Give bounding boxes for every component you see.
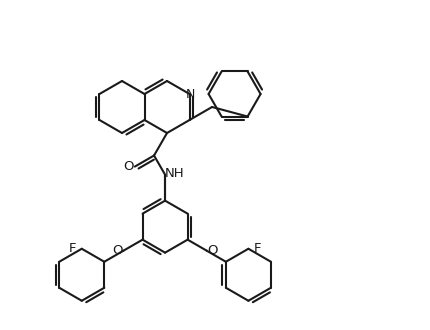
Text: F: F xyxy=(254,242,261,255)
Text: NH: NH xyxy=(164,167,184,180)
Text: F: F xyxy=(69,242,77,255)
Text: O: O xyxy=(112,244,123,257)
Text: O: O xyxy=(124,160,134,173)
Text: N: N xyxy=(186,87,195,101)
Text: O: O xyxy=(208,244,218,257)
